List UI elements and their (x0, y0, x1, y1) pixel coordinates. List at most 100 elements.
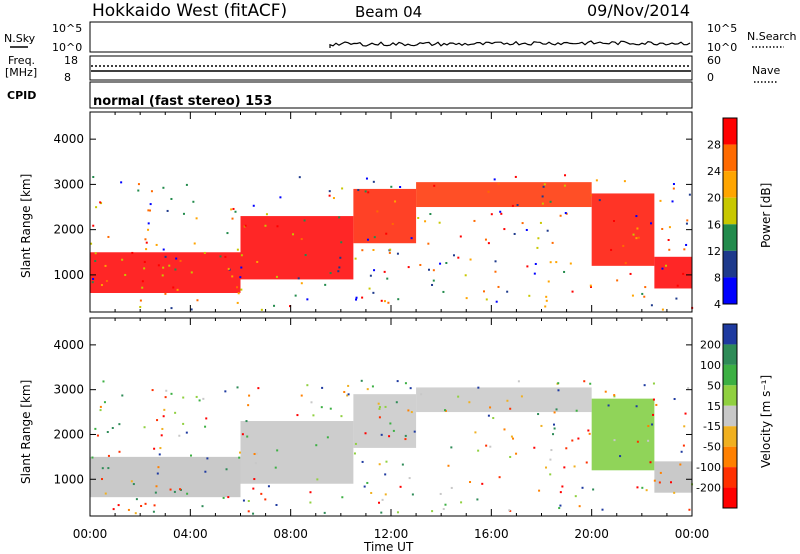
velocity-echo-band-0 (90, 456, 241, 498)
power-speckle (644, 286, 647, 289)
power-speckle (516, 204, 519, 207)
power-echo-band-3 (416, 182, 592, 208)
velocity-speckle (247, 510, 250, 513)
power-speckle (452, 254, 455, 257)
power-speckle (533, 272, 536, 275)
power-speckle (521, 222, 524, 225)
velocity-colorbar-tick: -50 (703, 441, 721, 454)
velocity-speckle (378, 407, 381, 410)
power-speckle (176, 288, 179, 291)
velocity-colorbar-tick: -200 (696, 482, 721, 495)
power-speckle (396, 252, 399, 255)
velocity-speckle (174, 411, 177, 414)
power-speckle (547, 280, 550, 283)
velocity-speckle (399, 485, 402, 488)
power-speckle (635, 215, 638, 218)
velocity-speckle (450, 486, 453, 489)
power-speckle (332, 197, 335, 200)
velocity-speckle (377, 402, 380, 405)
power-speckle (232, 207, 235, 210)
velocity-speckle (354, 442, 357, 445)
velocity-speckle (561, 485, 564, 488)
velocity-speckle (186, 492, 189, 495)
velocity-speckle (509, 455, 512, 458)
power-speckle (635, 237, 638, 240)
power-colorbar-tick: 28 (707, 139, 721, 152)
power-speckle (368, 287, 371, 290)
power-colorbar-tick: 24 (707, 165, 721, 178)
velocity-speckle (658, 481, 661, 484)
power-speckle (484, 238, 487, 241)
velocity-speckle (503, 428, 506, 431)
velocity-speckle (239, 451, 242, 454)
power-speckle (495, 300, 498, 303)
power-speckle (394, 200, 397, 203)
velocity-speckle (151, 389, 154, 392)
velocity-speckle (162, 415, 165, 418)
velocity-speckle (353, 452, 356, 455)
velocity-ytick-label: 1000 (53, 472, 84, 486)
power-speckle (226, 232, 229, 235)
velocity-speckle (164, 396, 167, 399)
power-speckle (541, 202, 544, 205)
velocity-speckle (477, 449, 480, 452)
power-speckle (147, 222, 150, 225)
velocity-speckle (371, 385, 374, 388)
velocity-speckle (236, 386, 239, 389)
velocity-speckle (647, 439, 650, 442)
power-speckle (563, 184, 566, 187)
power-colorbar-swatch (723, 197, 737, 225)
velocity-speckle (111, 426, 114, 429)
power-speckle (613, 219, 616, 222)
velocity-speckle (112, 508, 115, 511)
power-speckle (571, 290, 574, 293)
velocity-speckle (246, 435, 249, 438)
power-speckle (337, 270, 340, 273)
velocity-speckle (468, 401, 471, 404)
power-speckle (137, 183, 140, 186)
velocity-speckle (649, 461, 652, 464)
power-speckle (185, 183, 188, 186)
velocity-speckle (310, 401, 313, 404)
power-speckle (256, 260, 259, 263)
power-speckle (632, 233, 635, 236)
velocity-colorbar-tick: 200 (700, 338, 721, 351)
power-speckle (438, 221, 441, 224)
noise-trace (329, 40, 691, 48)
freq-panel-frame (89, 55, 693, 81)
velocity-speckle (117, 504, 120, 507)
power-speckle (341, 187, 344, 190)
power-speckle (661, 227, 664, 230)
power-speckle (361, 296, 364, 299)
power-speckle (386, 277, 389, 280)
velocity-colorbar-tick: 50 (707, 379, 721, 392)
velocity-speckle (190, 454, 193, 457)
power-speckle (543, 183, 546, 186)
velocity-speckle (107, 454, 110, 457)
cpid-frame (89, 81, 693, 109)
velocity-speckle (409, 387, 412, 390)
power-speckle (231, 275, 234, 278)
power-speckle (598, 199, 601, 202)
power-ylabel: Slant Range [km] (19, 174, 33, 278)
velocity-speckle (378, 416, 381, 419)
velocity-speckle (655, 403, 658, 406)
power-speckle (419, 263, 422, 266)
velocity-speckle (326, 436, 329, 439)
velocity-speckle (688, 508, 691, 511)
power-speckle (240, 288, 243, 291)
power-speckle (174, 268, 177, 271)
power-speckle (429, 213, 432, 216)
power-colorbar-swatch (723, 144, 737, 172)
velocity-speckle (260, 492, 263, 495)
velocity-speckle (363, 485, 366, 488)
power-speckle (366, 238, 369, 241)
power-speckle (157, 264, 160, 267)
power-speckle (637, 236, 640, 239)
velocity-speckle (380, 511, 383, 514)
power-speckle (265, 213, 268, 216)
power-speckle (164, 292, 167, 295)
velocity-speckle (388, 435, 391, 438)
velocity-speckle (309, 501, 312, 504)
velocity-speckle (198, 399, 201, 402)
